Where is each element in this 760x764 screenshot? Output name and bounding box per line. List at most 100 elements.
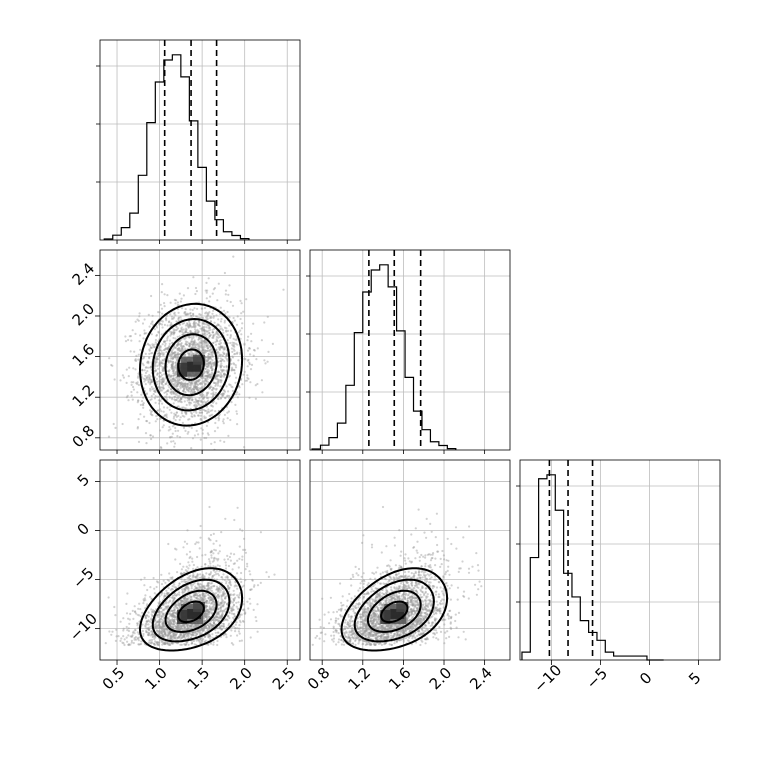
scatter-point <box>228 565 230 567</box>
scatter-point <box>241 302 243 304</box>
scatter-point <box>257 584 259 586</box>
scatter-point <box>209 562 211 564</box>
scatter-point <box>252 323 254 325</box>
scatter-point <box>240 312 242 314</box>
scatter-point <box>139 349 141 351</box>
scatter-point <box>253 349 255 351</box>
scatter-point <box>209 565 211 567</box>
scatter-point <box>140 643 142 645</box>
scatter-point <box>161 308 163 310</box>
scatter-point <box>228 316 230 318</box>
scatter-point <box>130 391 132 393</box>
scatter-point <box>224 272 226 274</box>
scatter-point <box>230 629 232 631</box>
scatter-point <box>132 634 134 636</box>
scatter-point <box>243 609 245 611</box>
scatter-point <box>273 574 275 576</box>
scatter-point <box>219 550 221 552</box>
scatter-point <box>138 315 140 317</box>
scatter-point <box>240 318 242 320</box>
scatter-point <box>168 572 170 574</box>
scatter-point <box>115 640 117 642</box>
scatter-point <box>225 451 227 453</box>
scatter-point <box>186 553 188 555</box>
scatter-point <box>206 297 208 299</box>
scatter-point <box>149 434 151 436</box>
scatter-point <box>123 644 125 646</box>
scatter-point <box>241 640 243 642</box>
scatter-point <box>227 558 229 560</box>
scatter-point <box>132 386 134 388</box>
scatter-point <box>246 377 248 379</box>
scatter-point <box>186 529 188 531</box>
scatter-point <box>233 317 235 319</box>
scatter-point <box>128 644 130 646</box>
scatter-point <box>257 347 259 349</box>
scatter-point <box>139 608 141 610</box>
scatter-point <box>247 607 249 609</box>
scatter-point <box>126 369 128 371</box>
scatter-point <box>205 282 207 284</box>
scatter-point <box>227 311 229 313</box>
scatter-point <box>142 397 144 399</box>
scatter-point <box>255 358 257 360</box>
scatter-point <box>163 580 165 582</box>
scatter-point <box>146 589 148 591</box>
scatter-point <box>161 313 163 315</box>
scatter-point <box>239 386 241 388</box>
scatter-point <box>176 571 178 573</box>
scatter-point <box>244 358 246 360</box>
scatter-point <box>239 300 241 302</box>
scatter-point <box>148 422 150 424</box>
scatter-point <box>249 603 251 605</box>
scatter-point <box>212 552 214 554</box>
scatter-point <box>137 608 139 610</box>
scatter-point <box>245 568 247 570</box>
scatter-point <box>130 350 132 352</box>
scatter-point <box>201 566 203 568</box>
scatter-point <box>187 561 189 563</box>
scatter-point <box>206 290 208 292</box>
scatter-point <box>241 322 243 324</box>
scatter-point <box>239 620 241 622</box>
scatter-point <box>139 334 141 336</box>
scatter-point <box>131 381 133 383</box>
scatter-point <box>164 305 166 307</box>
scatter-point <box>220 307 222 309</box>
scatter-point <box>261 339 263 341</box>
scatter-point <box>189 551 191 553</box>
scatter-point <box>134 611 136 613</box>
scatter-point <box>160 446 162 448</box>
scatter-point <box>219 565 221 567</box>
scatter-point <box>152 435 154 437</box>
scatter-point <box>225 290 227 292</box>
scatter-point <box>272 343 274 345</box>
scatter-point <box>191 427 193 429</box>
scatter-point <box>170 302 172 304</box>
scatter-point <box>216 644 218 646</box>
scatter-point <box>250 636 252 638</box>
scatter-point <box>242 603 244 605</box>
panel-content <box>98 460 300 660</box>
scatter-point <box>225 567 227 569</box>
scatter-point <box>238 331 240 333</box>
scatter-point <box>267 316 269 318</box>
scatter-point <box>150 495 152 497</box>
scatter-point <box>140 394 142 396</box>
scatter-point <box>137 427 139 429</box>
scatter-point <box>218 283 220 285</box>
scatter-point <box>208 558 210 560</box>
scatter-point <box>217 427 219 429</box>
scatter-point <box>223 418 225 420</box>
scatter-point <box>210 551 212 553</box>
scatter-point <box>183 294 185 296</box>
scatter-point <box>139 312 141 314</box>
scatter-point <box>247 336 249 338</box>
scatter-point <box>113 423 115 425</box>
scatter-point <box>234 562 236 564</box>
scatter-point <box>226 412 228 414</box>
scatter-point <box>246 374 248 376</box>
scatter-point <box>123 628 125 630</box>
scatter-point <box>267 351 269 353</box>
